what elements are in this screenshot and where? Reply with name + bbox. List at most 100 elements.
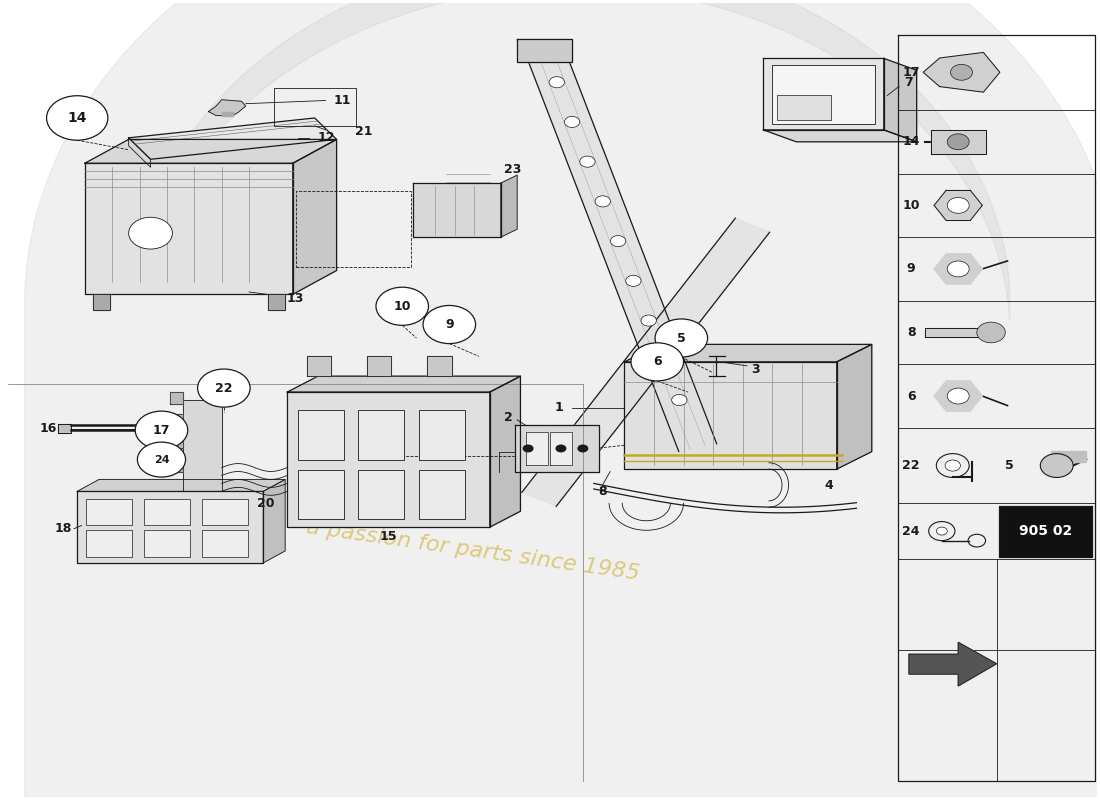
Text: 21: 21 — [355, 125, 373, 138]
Text: 16: 16 — [40, 422, 57, 435]
Text: 23: 23 — [504, 163, 521, 176]
Circle shape — [556, 445, 566, 453]
Text: 13: 13 — [286, 292, 304, 305]
Bar — [999, 506, 1091, 557]
Polygon shape — [92, 294, 110, 310]
Polygon shape — [222, 113, 232, 115]
Polygon shape — [209, 100, 245, 115]
Polygon shape — [931, 130, 986, 154]
Polygon shape — [170, 459, 184, 471]
Polygon shape — [517, 38, 572, 62]
Polygon shape — [883, 58, 916, 142]
Polygon shape — [490, 376, 520, 527]
Circle shape — [135, 411, 188, 450]
Polygon shape — [293, 139, 337, 294]
Bar — [298, 470, 344, 519]
Polygon shape — [837, 344, 872, 469]
Text: 11: 11 — [333, 94, 351, 107]
Text: 22: 22 — [216, 382, 232, 394]
Circle shape — [549, 77, 564, 88]
Polygon shape — [763, 58, 883, 130]
Polygon shape — [367, 356, 392, 376]
Text: 24: 24 — [154, 454, 169, 465]
Circle shape — [672, 394, 688, 406]
Text: 17: 17 — [902, 66, 920, 78]
Polygon shape — [521, 218, 770, 506]
Text: 9: 9 — [446, 318, 453, 331]
Bar — [419, 410, 464, 459]
Bar — [144, 498, 190, 525]
Polygon shape — [85, 163, 293, 294]
Circle shape — [376, 287, 429, 326]
Polygon shape — [129, 138, 151, 167]
Text: 24: 24 — [902, 525, 920, 538]
Circle shape — [1041, 454, 1074, 478]
Bar — [274, 88, 356, 126]
Bar — [202, 498, 248, 525]
Circle shape — [631, 342, 683, 381]
Text: 10: 10 — [902, 199, 920, 212]
Text: 20: 20 — [256, 497, 274, 510]
Circle shape — [947, 198, 969, 214]
Circle shape — [578, 445, 588, 453]
Polygon shape — [934, 254, 982, 284]
Polygon shape — [428, 356, 451, 376]
Polygon shape — [925, 328, 997, 338]
Text: 2: 2 — [504, 411, 513, 424]
Circle shape — [977, 322, 1005, 342]
Circle shape — [656, 319, 707, 357]
Text: 1: 1 — [554, 402, 563, 414]
Bar — [777, 95, 830, 120]
Polygon shape — [923, 53, 1000, 92]
Circle shape — [947, 388, 969, 404]
Text: 6: 6 — [906, 390, 915, 402]
Text: 18: 18 — [54, 522, 72, 535]
Bar — [86, 498, 132, 525]
Polygon shape — [414, 183, 501, 237]
Polygon shape — [263, 479, 285, 563]
Text: 8: 8 — [906, 326, 915, 339]
Circle shape — [950, 64, 972, 80]
Polygon shape — [550, 432, 572, 465]
Polygon shape — [526, 432, 548, 465]
Circle shape — [595, 196, 610, 207]
Circle shape — [947, 134, 969, 150]
Polygon shape — [267, 294, 285, 310]
Circle shape — [580, 156, 595, 167]
Polygon shape — [515, 426, 600, 471]
Text: 14: 14 — [902, 135, 920, 148]
Polygon shape — [129, 118, 337, 159]
Circle shape — [641, 315, 657, 326]
Polygon shape — [170, 414, 184, 426]
Bar — [359, 470, 405, 519]
Polygon shape — [1052, 451, 1087, 462]
Polygon shape — [526, 46, 717, 451]
Polygon shape — [909, 642, 997, 686]
Bar — [202, 530, 248, 557]
Polygon shape — [57, 424, 70, 434]
Text: 4: 4 — [825, 478, 834, 491]
Polygon shape — [77, 479, 285, 491]
Text: 9: 9 — [906, 262, 915, 275]
Circle shape — [947, 261, 969, 277]
Circle shape — [657, 354, 672, 366]
Polygon shape — [287, 376, 520, 392]
Polygon shape — [500, 175, 517, 237]
Circle shape — [46, 96, 108, 140]
Polygon shape — [287, 392, 490, 527]
Polygon shape — [85, 139, 337, 163]
Polygon shape — [934, 381, 982, 411]
Circle shape — [138, 442, 186, 477]
Polygon shape — [24, 0, 1100, 798]
Polygon shape — [763, 130, 916, 142]
Bar — [298, 410, 344, 459]
Text: 12: 12 — [318, 131, 336, 144]
Circle shape — [945, 460, 960, 471]
Circle shape — [198, 369, 250, 407]
Circle shape — [936, 527, 947, 535]
Text: 17: 17 — [153, 424, 170, 437]
Polygon shape — [625, 362, 837, 469]
Text: 22: 22 — [902, 459, 920, 472]
Circle shape — [424, 306, 475, 343]
Bar — [419, 470, 464, 519]
